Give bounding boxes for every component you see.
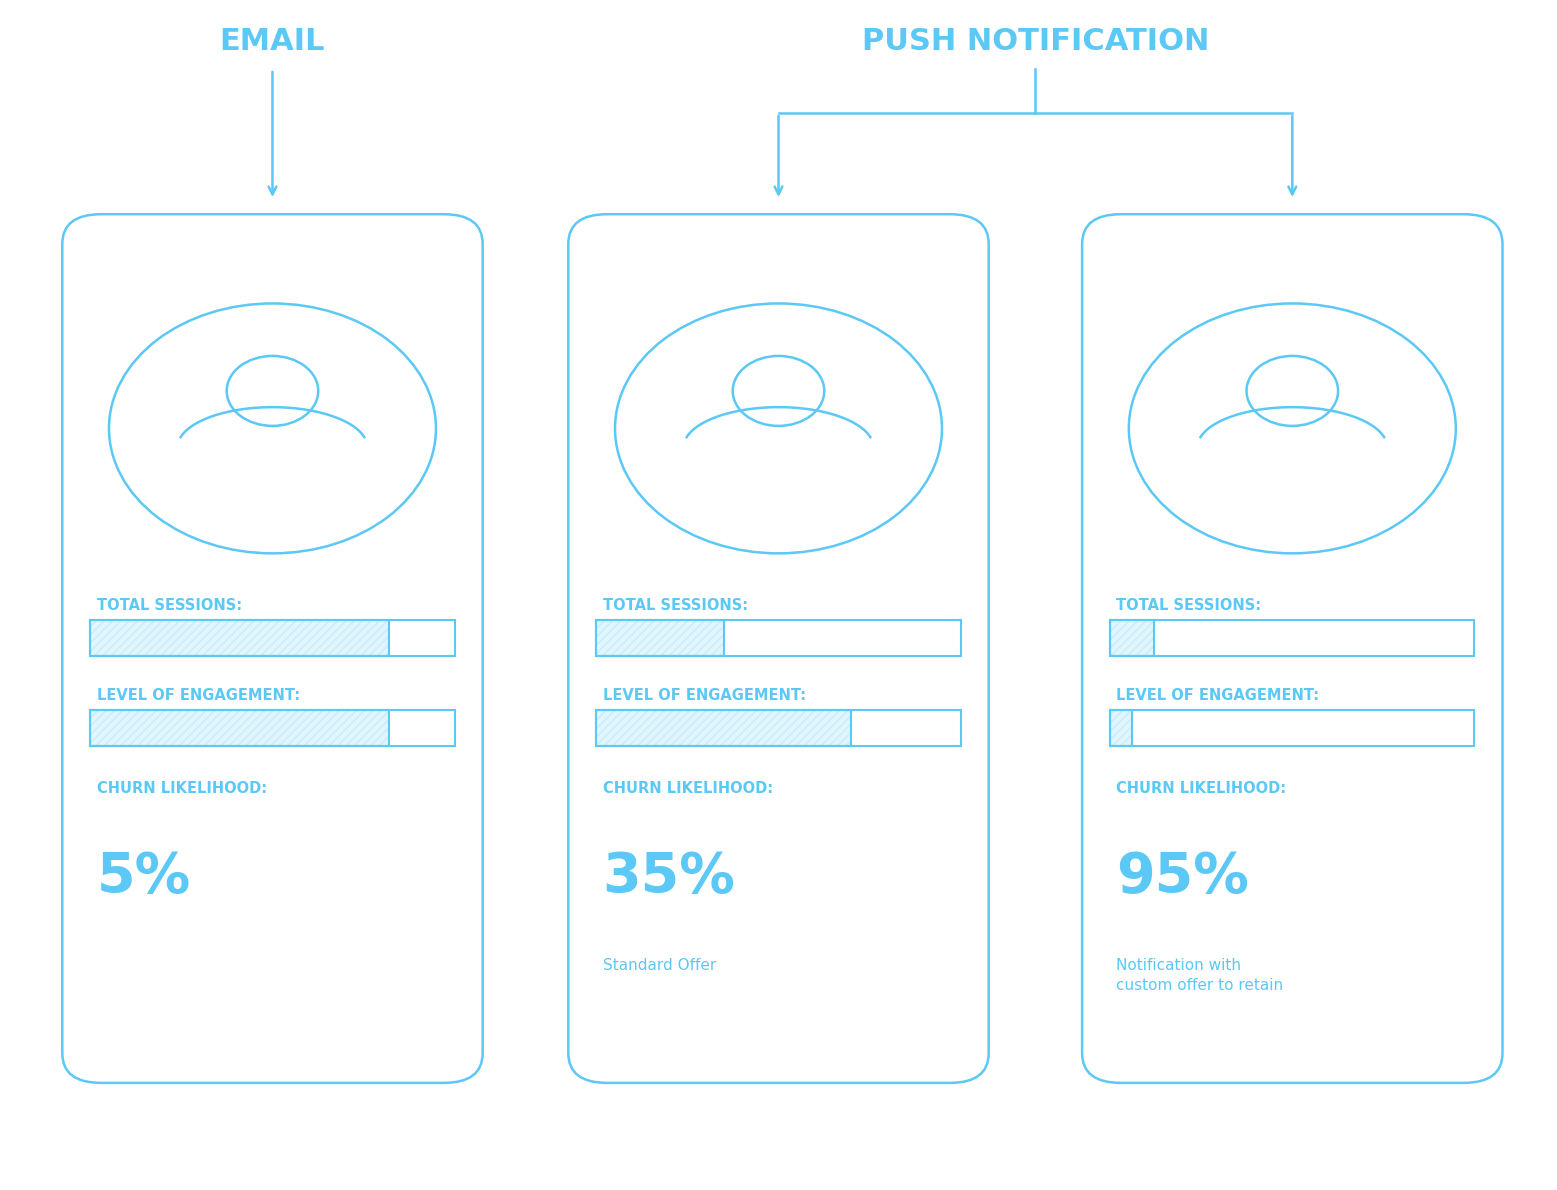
Text: 5%: 5% [97,850,192,904]
Text: TOTAL SESSIONS:: TOTAL SESSIONS: [1116,597,1261,613]
Text: 95%: 95% [1116,850,1249,904]
Text: CHURN LIKELIHOOD:: CHURN LIKELIHOOD: [1116,781,1286,796]
Text: PUSH NOTIFICATION: PUSH NOTIFICATION [861,27,1210,56]
Text: LEVEL OF ENGAGEMENT:: LEVEL OF ENGAGEMENT: [603,688,805,703]
Text: EMAIL: EMAIL [220,27,325,56]
FancyBboxPatch shape [1110,620,1154,656]
FancyBboxPatch shape [90,620,389,656]
Text: TOTAL SESSIONS:: TOTAL SESSIONS: [97,597,241,613]
Text: 35%: 35% [603,850,735,904]
Text: TOTAL SESSIONS:: TOTAL SESSIONS: [603,597,747,613]
Text: Standard Offer: Standard Offer [603,958,716,973]
FancyBboxPatch shape [596,620,724,656]
Text: LEVEL OF ENGAGEMENT:: LEVEL OF ENGAGEMENT: [97,688,299,703]
Text: LEVEL OF ENGAGEMENT:: LEVEL OF ENGAGEMENT: [1116,688,1319,703]
Text: Notification with
custom offer to retain: Notification with custom offer to retain [1116,958,1283,992]
FancyBboxPatch shape [90,710,389,746]
Text: CHURN LIKELIHOOD:: CHURN LIKELIHOOD: [97,781,266,796]
FancyBboxPatch shape [1110,710,1132,746]
Text: CHURN LIKELIHOOD:: CHURN LIKELIHOOD: [603,781,772,796]
FancyBboxPatch shape [596,710,852,746]
